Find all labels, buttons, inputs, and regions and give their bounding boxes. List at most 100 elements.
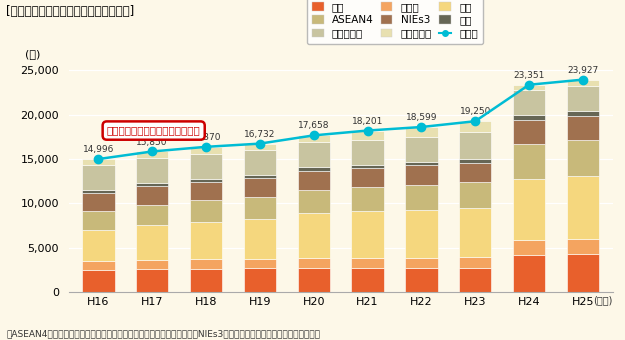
Bar (244, 259, 276, 268)
Line: 全地域: 全地域 (94, 75, 587, 163)
Bar (459, 268, 491, 292)
Bar (298, 190, 330, 213)
Bar (136, 260, 168, 269)
Bar (513, 115, 545, 120)
Bar (351, 258, 384, 268)
Bar (190, 154, 222, 179)
Text: 16,370: 16,370 (190, 133, 222, 142)
Bar (513, 240, 545, 255)
全地域 (310, 133, 318, 137)
Bar (190, 182, 222, 200)
Bar (567, 176, 599, 239)
Bar (567, 80, 599, 86)
Bar (244, 197, 276, 219)
Bar (244, 219, 276, 259)
Legend: 北米, ASEAN4, ヨーロッパ, 中南米, NIEs3, オセアニア, 中国, 中東, 全地域: 北米, ASEAN4, ヨーロッパ, 中南米, NIEs3, オセアニア, 中国… (307, 0, 483, 44)
Bar (136, 186, 168, 205)
全地域 (525, 83, 532, 87)
Bar (244, 175, 276, 178)
Bar (136, 183, 168, 186)
Text: 18,599: 18,599 (406, 113, 437, 122)
Bar (298, 135, 330, 142)
Bar (136, 151, 168, 158)
Bar (190, 259, 222, 269)
Bar (298, 167, 330, 171)
Text: 17,658: 17,658 (298, 121, 329, 131)
全地域 (579, 78, 587, 82)
Bar (459, 182, 491, 208)
Bar (405, 137, 437, 162)
Text: 16,732: 16,732 (244, 130, 276, 139)
Bar (82, 159, 114, 165)
Bar (459, 121, 491, 132)
Bar (567, 86, 599, 111)
Bar (82, 190, 114, 193)
Bar (190, 222, 222, 259)
Text: 19,250: 19,250 (459, 107, 491, 116)
Bar (513, 255, 545, 292)
Bar (459, 159, 491, 163)
Bar (405, 185, 437, 210)
Bar (567, 254, 599, 292)
Bar (298, 171, 330, 190)
Bar (351, 140, 384, 165)
全地域 (149, 149, 156, 153)
Bar (82, 193, 114, 210)
Bar (136, 158, 168, 183)
Bar (298, 268, 330, 292)
Bar (82, 230, 114, 261)
Bar (136, 225, 168, 260)
Bar (82, 270, 114, 292)
全地域 (202, 145, 210, 149)
Bar (298, 258, 330, 268)
Bar (513, 120, 545, 144)
全地域 (471, 119, 479, 123)
Bar (567, 111, 599, 116)
Bar (351, 168, 384, 187)
Bar (244, 150, 276, 175)
Bar (190, 200, 222, 222)
Text: (年度): (年度) (593, 295, 612, 305)
Bar (513, 180, 545, 240)
全地域 (94, 157, 102, 161)
Text: 23,351: 23,351 (513, 71, 545, 80)
Bar (136, 269, 168, 292)
Bar (405, 210, 437, 258)
Bar (459, 208, 491, 257)
Bar (459, 132, 491, 159)
Bar (405, 162, 437, 165)
Bar (298, 213, 330, 258)
Bar (244, 268, 276, 292)
Text: 23,927: 23,927 (568, 66, 599, 75)
Bar (298, 142, 330, 167)
Bar (567, 116, 599, 140)
Bar (459, 257, 491, 268)
Bar (513, 144, 545, 180)
Text: 海外現地法人企業数は、増加傾向: 海外現地法人企業数は、増加傾向 (107, 125, 201, 136)
Text: [図表１　現地法人企業数の地域別推移]: [図表１ 現地法人企業数の地域別推移] (6, 5, 134, 18)
Bar (513, 90, 545, 115)
Bar (459, 163, 491, 182)
Text: (社): (社) (25, 49, 41, 59)
Bar (351, 211, 384, 258)
Bar (405, 258, 437, 268)
Bar (351, 165, 384, 168)
Bar (513, 85, 545, 90)
Bar (190, 179, 222, 182)
Text: 15,850: 15,850 (136, 138, 168, 147)
Bar (351, 187, 384, 211)
Bar (136, 205, 168, 225)
Bar (244, 143, 276, 150)
Bar (567, 239, 599, 254)
Text: 「ASEAN4」はマレーシア、タイ、インドネシア、フィリピンを示す。「NIEs3」はシンガポール、台湾、韓国を示す。: 「ASEAN4」はマレーシア、タイ、インドネシア、フィリピンを示す。「NIEs3… (6, 329, 320, 338)
Bar (82, 165, 114, 190)
Bar (351, 131, 384, 140)
Bar (244, 178, 276, 197)
Bar (405, 127, 437, 137)
Bar (190, 269, 222, 292)
Bar (82, 261, 114, 270)
Text: 18,201: 18,201 (352, 117, 383, 126)
全地域 (364, 129, 371, 133)
Bar (351, 268, 384, 292)
Bar (405, 165, 437, 185)
